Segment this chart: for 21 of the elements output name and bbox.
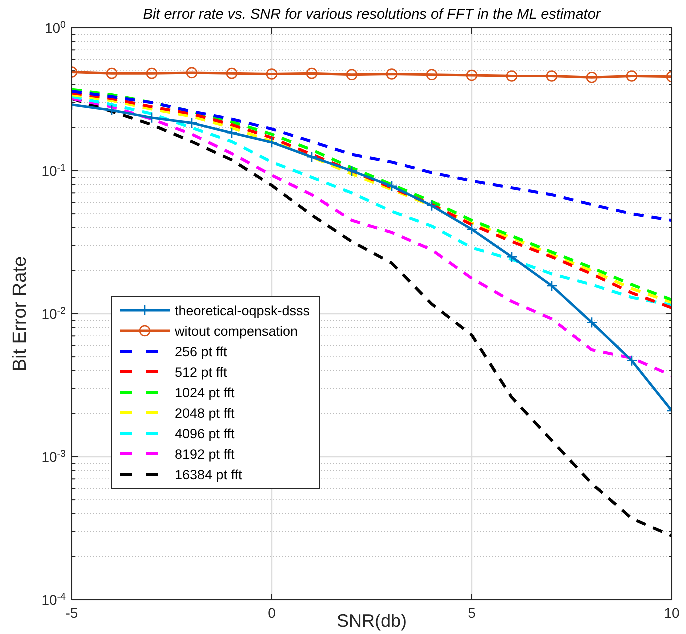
y-tick-label: 10$^{0}$: [44, 20, 67, 36]
x-tick-label: -5: [66, 605, 78, 621]
legend-label: 256 pt fft: [175, 344, 228, 360]
y-axis-title: Bit Error Rate: [10, 256, 31, 372]
y-tick-label: 10$^{-4}$: [42, 592, 67, 608]
x-tick-label: 5: [468, 605, 476, 621]
legend-label: theoretical-oqpsk-dsss: [175, 304, 310, 318]
legend-label: 8192 pt fft: [175, 447, 236, 462]
x-tick-label: 10: [664, 605, 680, 621]
legend-label: 1024 pt fft: [175, 386, 236, 400]
legend-label: 512 pt fft: [175, 365, 228, 380]
legend-label: 2048 pt fft: [175, 406, 236, 421]
y-tick-label: 10$^{-3}$: [42, 448, 67, 465]
x-tick-label: 0: [268, 605, 276, 621]
legend-label: 4096 pt fft: [175, 426, 236, 442]
legend-label: 16384 pt fft: [175, 468, 243, 482]
legend-label: witout compensation: [174, 324, 298, 339]
x-axis-title: SNR(db): [336, 611, 408, 631]
chart-title: Bit error rate vs. SNR for various resolutions of FFT in the ML estimator: [143, 7, 602, 23]
y-tick-label: 10$^{-1}$: [42, 162, 66, 179]
y-tick-label: 10$^{-2}$: [42, 306, 66, 322]
